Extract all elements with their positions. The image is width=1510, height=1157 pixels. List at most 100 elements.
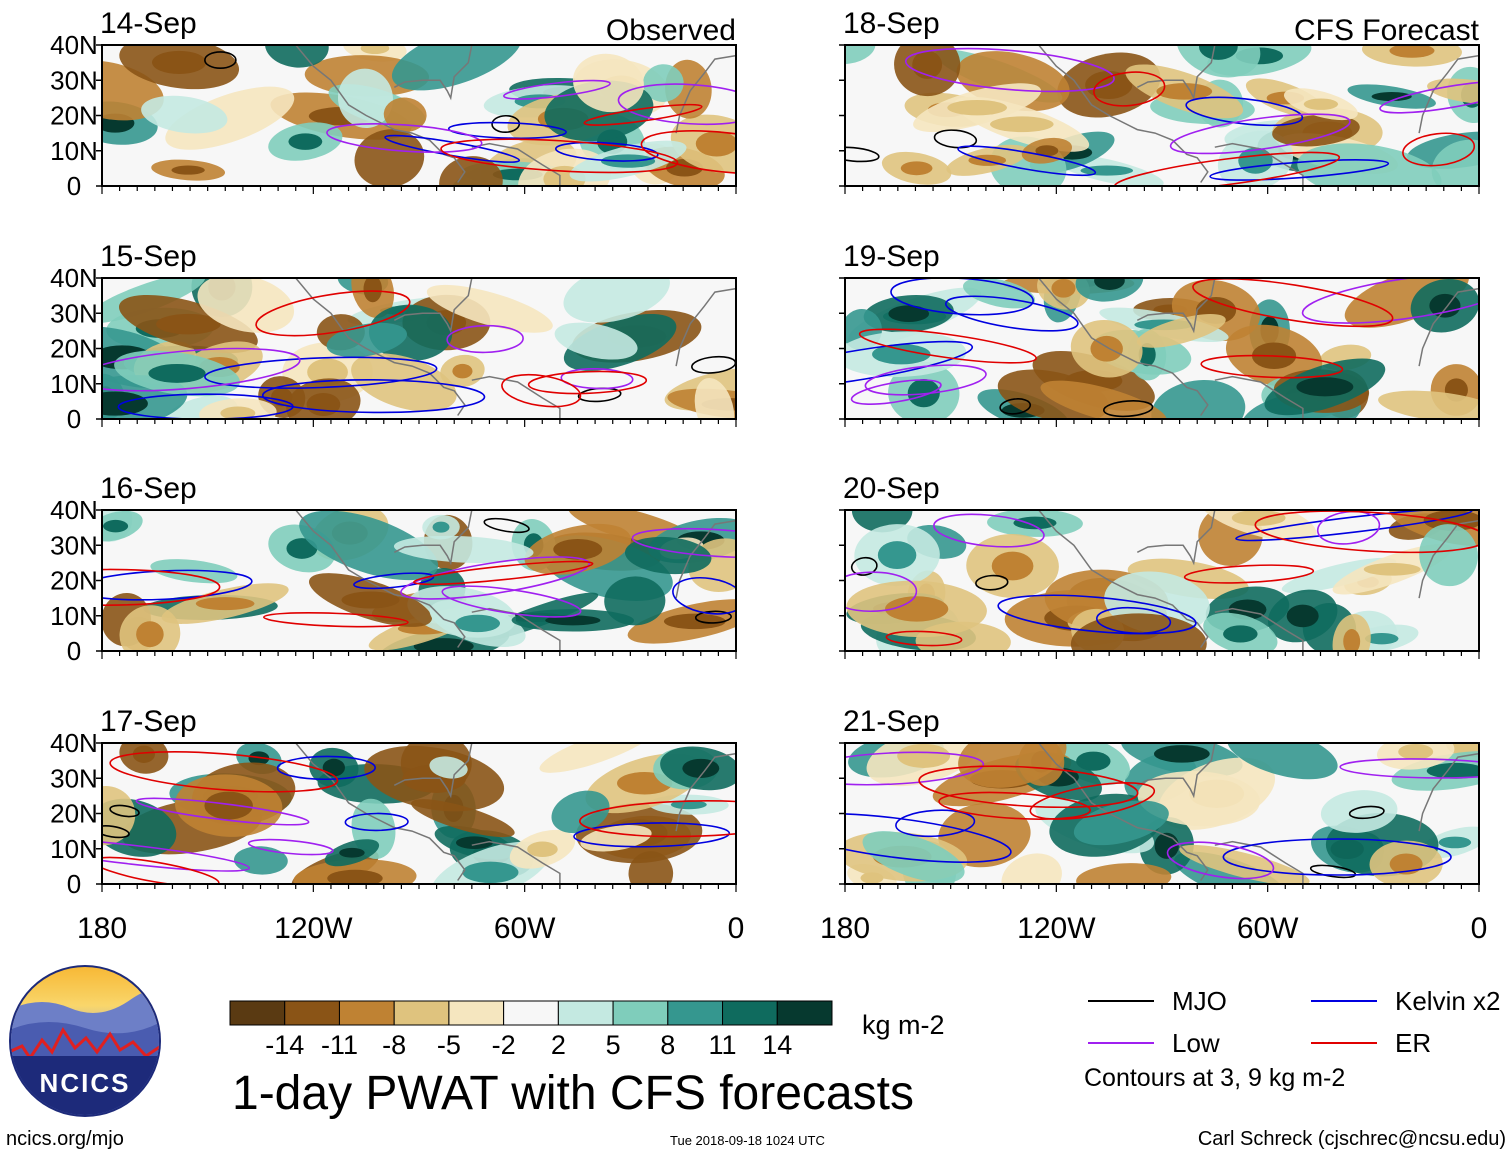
pwat-anomaly-core: [148, 363, 206, 383]
legend-label: Low: [1172, 1028, 1220, 1058]
pwat-anomaly-cell: [326, 322, 407, 358]
y-tick-label: 40N: [50, 728, 98, 758]
contour-er: [1113, 151, 1341, 186]
coastline: [1136, 278, 1216, 334]
pwat-anomaly-cell: [604, 576, 666, 626]
coastline: [471, 142, 561, 186]
contour-er: [413, 560, 594, 586]
panel-14-sep: 40N 30N 20N 10N 0 14-Sep Observed: [50, 7, 737, 201]
pwat-anomaly-core: [1076, 751, 1111, 771]
contour-er: [440, 138, 679, 174]
contour-low: [503, 79, 611, 100]
legend-label: ER: [1395, 1028, 1431, 1058]
contour-er: [109, 751, 339, 793]
pwat-anomaly-core: [991, 551, 1034, 581]
panel-17-sep: 40N 30N 20N 10N 0 17-Sep: [50, 705, 737, 899]
panel-21-sep: 21-Sep: [839, 705, 1480, 892]
pwat-anomaly-core: [1286, 604, 1319, 628]
pwat-anomaly-core: [248, 751, 270, 766]
contour-er: [579, 800, 736, 838]
y-tick-label: 40N: [50, 495, 98, 525]
contour-low: [1379, 80, 1479, 114]
coastline: [675, 287, 736, 367]
pwat-anomaly-core: [1371, 91, 1412, 102]
pwat-anomaly-core: [553, 538, 603, 560]
pwat-anomaly-cell: [354, 129, 425, 186]
contour-mjo: [1348, 805, 1385, 820]
y-tick-label: 10N: [50, 136, 98, 166]
contour-low: [400, 556, 590, 600]
colorbar-swatch: [393, 1000, 450, 1026]
contour-low: [102, 837, 251, 872]
ncics-logo: NCICS: [9, 965, 161, 1117]
pwat-anomaly-core: [413, 638, 474, 651]
pwat-anomaly-cell: [141, 95, 228, 134]
source-link[interactable]: ncics.org/mjo: [6, 1128, 124, 1150]
y-tick-label: 0: [67, 869, 81, 899]
coastline: [675, 54, 736, 134]
panel-19-sep: 19-Sep: [839, 240, 1480, 427]
contour-mjo: [483, 517, 530, 534]
coastline: [471, 375, 561, 419]
contour-kelvin-x2: [573, 822, 731, 848]
coastline: [1418, 287, 1479, 367]
coastline: [1136, 45, 1216, 101]
contour-mjo: [975, 574, 1009, 591]
contour-er: [1254, 510, 1479, 554]
contour-low: [135, 797, 310, 826]
contour-low: [631, 527, 736, 559]
contour-er: [1200, 354, 1344, 379]
contour-er: [1192, 278, 1394, 328]
pwat-anomaly-cell: [572, 53, 645, 113]
pwat-anomaly-cell: [915, 621, 1011, 651]
pwat-anomaly-cell: [429, 756, 468, 779]
pwat-anomaly-core: [1013, 516, 1057, 530]
contour-er: [858, 328, 1037, 364]
y-tick-label: 20N: [50, 334, 98, 364]
colorbar-tick-label: -14: [265, 1030, 304, 1060]
pwat-anomaly-cell: [337, 68, 393, 129]
contour-mjo: [845, 146, 880, 163]
pwat-anomaly-cell: [1427, 78, 1479, 104]
pwat-anomaly-cell: [426, 284, 553, 333]
pwat-anomaly-core: [1303, 98, 1339, 110]
pwat-anomaly-cell: [1073, 800, 1169, 846]
pwat-anomaly-core: [452, 363, 473, 379]
colorbar-tick-label: 8: [660, 1030, 675, 1060]
coastline: [393, 743, 473, 799]
pwat-anomaly-core: [1398, 743, 1434, 760]
pwat-anomaly-core: [103, 519, 129, 533]
contour-kelvin-x2: [276, 755, 376, 781]
pwat-anomaly-cell: [694, 377, 735, 419]
contour-kelvin-x2: [1222, 838, 1452, 876]
coastline: [1038, 45, 1209, 183]
pwat-anomaly-cell: [845, 45, 876, 65]
pwat-anomaly-core: [1389, 853, 1423, 875]
y-tick-label: 0: [67, 404, 81, 434]
panels-layer: 40N 30N 20N 10N 0 14-Sep Observed 40N 30N 20N 10N 0…: [50, 7, 1480, 899]
colorbar-tick-label: 2: [551, 1030, 566, 1060]
contour-low: [1166, 841, 1275, 880]
pwat-anomaly-core: [1296, 377, 1354, 397]
contour-er: [1402, 132, 1476, 167]
pwat-anomaly-core: [286, 538, 318, 559]
pwat-anomaly-core: [900, 161, 933, 176]
panel-date: 21-Sep: [843, 705, 940, 738]
y-tick-label: 0: [67, 636, 81, 666]
panel-date: 15-Sep: [100, 240, 197, 273]
pwat-anomaly-cell: [197, 278, 295, 333]
x-tick-label: 120W: [274, 912, 353, 945]
pwat-anomaly-cell: [1136, 314, 1226, 348]
coastline: [1214, 607, 1304, 651]
pwat-anomaly-cell: [1227, 743, 1338, 780]
coastline: [295, 45, 466, 183]
pwat-anomaly-core: [363, 278, 382, 303]
pwat-anomaly-core: [1343, 629, 1361, 651]
colorbar-swatch: [557, 1000, 614, 1026]
pwat-anomaly-core: [156, 313, 221, 335]
contour-low: [617, 83, 736, 126]
y-tick-label: 0: [67, 171, 81, 201]
contour-kelvin-x2: [353, 572, 435, 590]
contour-er: [1093, 71, 1166, 107]
contour-kelvin-x2: [957, 145, 1097, 177]
